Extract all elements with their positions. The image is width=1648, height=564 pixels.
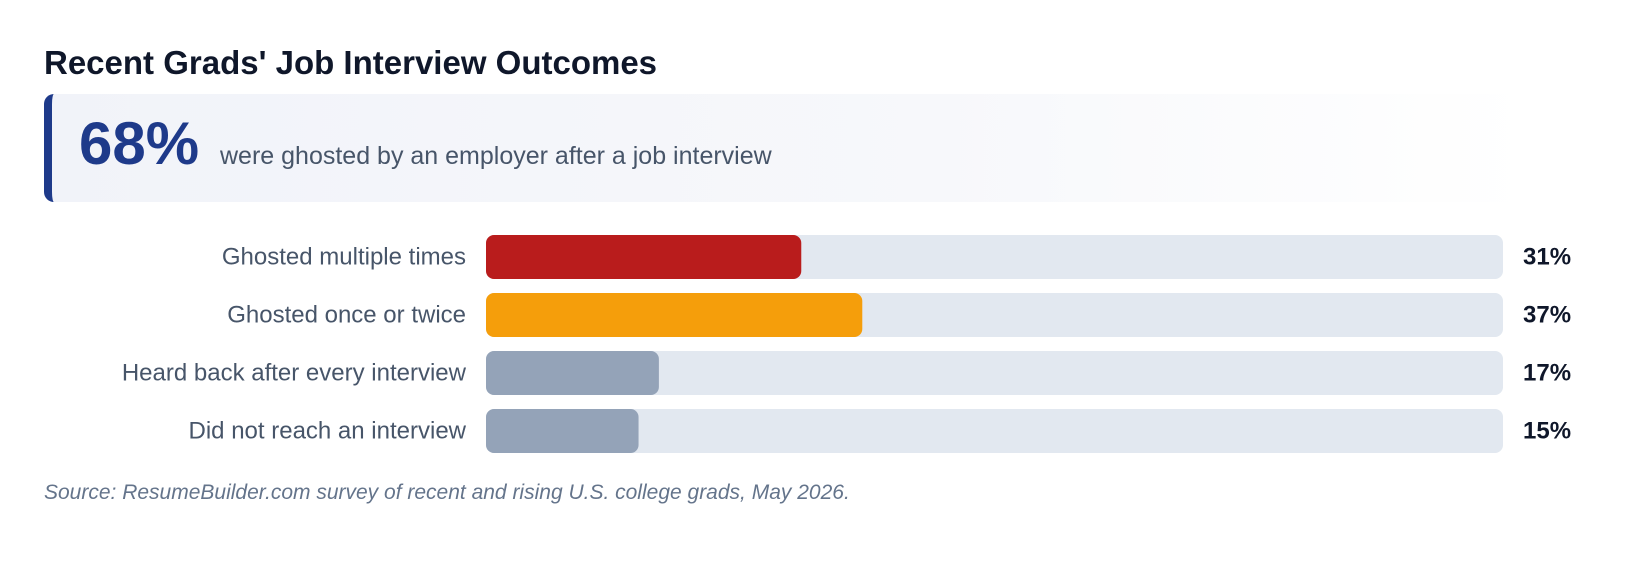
chart-title: Recent Grads' Job Interview Outcomes <box>44 44 658 81</box>
bar-track <box>486 351 1503 395</box>
callout-text: were ghosted by an employer after a job … <box>220 142 772 170</box>
source-note: Source: ResumeBuilder.com survey of rece… <box>44 481 850 504</box>
value-label: 15% <box>1523 418 1571 445</box>
category-label: Heard back after every interview <box>122 360 467 387</box>
bar <box>486 351 659 395</box>
headline-callout: 68% were ghosted by an employer after a … <box>44 94 1530 202</box>
bar-chart: Ghosted multiple times 31% Ghosted once or… <box>122 235 1571 453</box>
bar <box>486 293 863 337</box>
category-label: Ghosted once or twice <box>227 302 466 329</box>
bar <box>486 235 802 279</box>
category-label: Did not reach an interview <box>189 418 467 445</box>
category-label: Ghosted multiple times <box>222 244 466 271</box>
bar <box>486 409 639 453</box>
callout-value: 68% <box>79 110 200 177</box>
value-label: 31% <box>1523 244 1571 271</box>
value-label: 37% <box>1523 302 1571 329</box>
value-label: 17% <box>1523 360 1571 387</box>
bar-track <box>486 409 1503 453</box>
